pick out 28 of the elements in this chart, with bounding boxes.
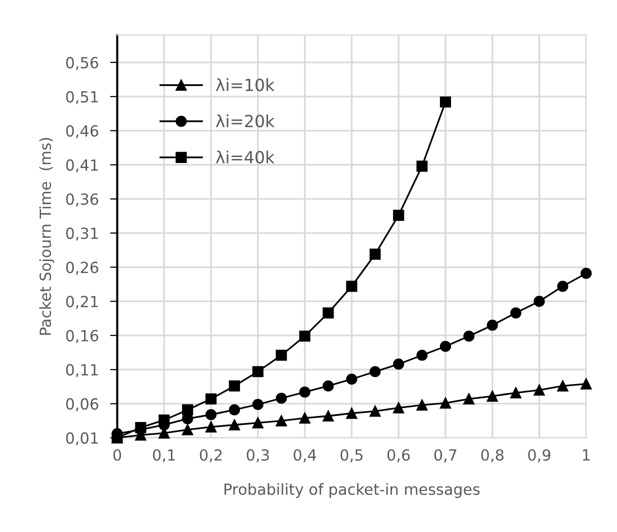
y-tick-label: 0,06 <box>66 398 98 412</box>
y-tick-label: 0,11 <box>66 364 98 378</box>
y-tick-label: 0,51 <box>66 91 98 104</box>
x-axis-title: Probability of packet-in messages <box>224 483 480 498</box>
y-tick-label: 0,16 <box>66 330 98 344</box>
x-tick-label: 0,8 <box>481 449 504 462</box>
y-tick-label: 0,01 <box>66 432 98 446</box>
y-tick-label: 0,26 <box>66 262 98 275</box>
y-tick-label: 0,31 <box>66 228 98 241</box>
x-tick-label: 0,4 <box>294 449 316 462</box>
x-tick-label: 0,7 <box>434 449 456 462</box>
legend-label: λi=40k <box>216 150 275 164</box>
y-tick-label: 0,36 <box>66 193 98 207</box>
x-tick-label: 0,1 <box>152 449 175 462</box>
y-tick-label: 0,21 <box>66 296 98 309</box>
x-tick-label: 0 <box>113 449 122 461</box>
x-tick-label: 0,5 <box>340 449 363 462</box>
x-tick-label: 0,6 <box>387 449 410 462</box>
y-axis-title: Packet Sojourn Time (ms) <box>39 138 54 335</box>
y-tick-label: 0,41 <box>66 159 98 172</box>
x-tick-label: 0,9 <box>528 449 550 462</box>
legend-label: λi=10k <box>216 78 275 92</box>
x-tick-label: 1 <box>582 449 590 461</box>
x-tick-label: 0,3 <box>246 449 269 462</box>
x-tick-label: 0,2 <box>200 449 222 462</box>
y-tick-label: 0,56 <box>66 56 98 70</box>
legend-label: λi=20k <box>216 114 275 128</box>
y-tick-label: 0,46 <box>66 125 98 138</box>
